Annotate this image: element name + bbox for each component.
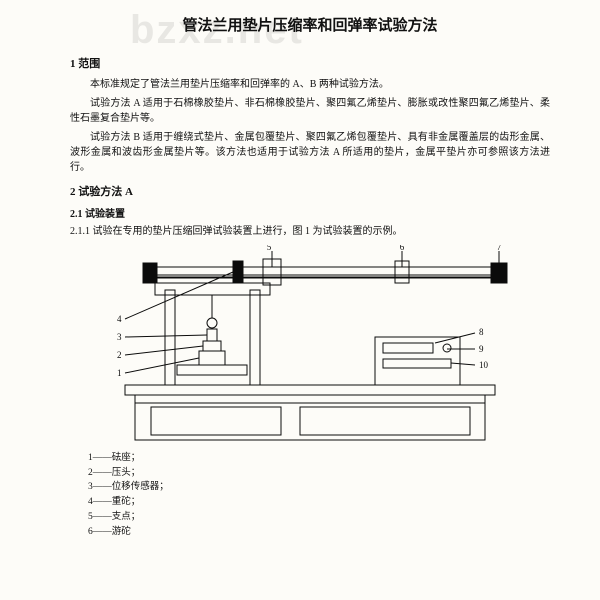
subsection-2-1-heading: 2.1 试验装置: [70, 205, 550, 220]
svg-text:3: 3: [117, 332, 122, 342]
svg-text:9: 9: [479, 344, 484, 354]
paragraph: 试验方法 B 适用于缠绕式垫片、金属包覆垫片、聚四氟乙烯包覆垫片、具有非金属覆盖…: [70, 130, 550, 175]
paragraph: 试验方法 A 适用于石棉橡胶垫片、非石棉橡胶垫片、聚四氟乙烯垫片、膨胀或改性聚四…: [70, 96, 550, 126]
legend-item: 4——重砣；: [88, 495, 550, 510]
legend-item: 3——位移传感器；: [88, 480, 550, 495]
page-title: 管法兰用垫片压缩率和回弹率试验方法: [70, 14, 550, 35]
apparatus-diagram: 1 2 3 4 5 6 7 8 9 10: [95, 245, 525, 445]
subsection-2-1-1-text: 2.1.1 试验在专用的垫片压缩回弹试验装置上进行，图 1 为试验装置的示例。: [70, 224, 550, 239]
legend-item: 2——压头；: [88, 466, 550, 481]
paragraph: 本标准规定了管法兰用垫片压缩率和回弹率的 A、B 两种试验方法。: [70, 77, 550, 92]
svg-text:2: 2: [117, 350, 122, 360]
svg-text:6: 6: [400, 245, 405, 252]
legend-item: 5——支点；: [88, 510, 550, 525]
svg-text:7: 7: [497, 245, 502, 252]
svg-text:1: 1: [117, 368, 122, 378]
legend-item: 1——砝座；: [88, 451, 550, 466]
section-1-heading: 1 范围: [70, 55, 550, 71]
diagram-legend: 1——砝座； 2——压头； 3——位移传感器； 4——重砣； 5——支点； 6—…: [88, 451, 550, 539]
section-2-heading: 2 试验方法 A: [70, 183, 550, 199]
svg-text:8: 8: [479, 327, 484, 337]
svg-text:10: 10: [479, 360, 489, 370]
document-page: 管法兰用垫片压缩率和回弹率试验方法 1 范围 本标准规定了管法兰用垫片压缩率和回…: [0, 0, 600, 539]
svg-text:4: 4: [117, 314, 122, 324]
legend-item: 6——游砣: [88, 525, 550, 540]
svg-text:5: 5: [267, 245, 272, 252]
